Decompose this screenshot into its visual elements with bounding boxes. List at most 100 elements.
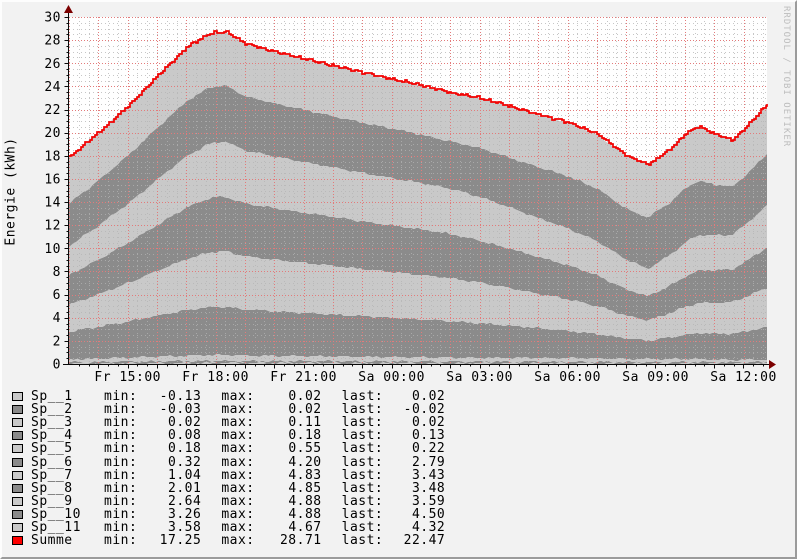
legend-min-value: -0.13 [159,389,202,405]
svg-text:8: 8 [53,265,61,280]
legend-last-key: last: [341,480,384,496]
legend-series-name: Sp__11 [31,520,81,534]
svg-text:Sa 03:00: Sa 03:00 [446,370,513,385]
legend-min-key: min: [104,441,138,457]
legend-series-name: Sp__2 [31,403,73,417]
legend-series-name: Sp__7 [31,468,73,482]
legend-max-key: max: [221,533,255,549]
legend-series-name: Sp__3 [31,416,73,430]
legend-min-value: 0.18 [168,441,202,457]
legend-swatch [12,392,23,402]
legend-last-key: last: [341,389,384,405]
legend-min-key: min: [104,454,138,470]
legend-series-name: Sp__1 [31,390,73,404]
legend-last-value: 0.22 [411,441,446,457]
legend-row: Sp__2 min: -0.03 max: 0.02 last: -0.02 [2,403,462,416]
legend-max-value: 4.83 [288,467,322,483]
svg-text:6: 6 [53,288,61,303]
legend-max-value: 4.67 [288,519,322,535]
legend-series-name: Sp__5 [31,442,73,456]
legend-swatch [12,522,23,532]
legend-max-key: max: [221,493,255,509]
legend-last-value: 3.48 [411,480,446,496]
svg-text:14: 14 [44,196,61,211]
y-axis-title: Energie (kWh) [3,137,19,246]
svg-text:26: 26 [44,57,61,72]
legend-max-key: max: [221,454,255,470]
legend-max-key: max: [221,402,255,418]
legend-last-key: last: [341,402,384,418]
legend-row: Sp__9 min: 2.64 max: 4.88 last: 3.59 [2,495,462,508]
legend-last-value: 0.13 [411,428,446,444]
legend-min-key: min: [104,402,138,418]
legend-min-value: 0.32 [168,454,202,470]
legend-last-value: -0.02 [403,402,446,418]
svg-text:Fr 18:00: Fr 18:00 [182,370,249,385]
legend-last-key: last: [341,441,384,457]
legend-last-value: 3.59 [411,493,446,509]
legend-min-value: 1.04 [168,467,202,483]
legend-min-value: 2.01 [168,480,202,496]
legend-last-key: last: [341,415,384,431]
svg-text:24: 24 [44,80,61,95]
legend-min-value: -0.03 [159,402,202,418]
svg-text:Fr 15:00: Fr 15:00 [94,370,161,385]
legend-max-value: 4.85 [288,480,322,496]
svg-text:12: 12 [44,219,61,234]
svg-text:0: 0 [53,358,61,373]
legend-swatch [12,470,23,480]
chart-legend: Sp__1 min: -0.13 max: 0.02 last: 0.02 Sp… [2,390,462,547]
legend-min-value: 3.58 [168,519,202,535]
legend-row: Sp__11 min: 3.58 max: 4.67 last: 4.32 [2,521,462,534]
legend-max-key: max: [221,441,255,457]
legend-max-key: max: [221,428,255,444]
legend-last-key: last: [341,519,384,535]
legend-last-value: 0.02 [411,415,446,431]
svg-text:16: 16 [44,172,61,187]
legend-last-value: 22.47 [403,533,446,549]
svg-text:18: 18 [44,149,61,164]
legend-min-key: min: [104,467,138,483]
legend-series-name: Sp__8 [31,481,73,495]
legend-row: Sp__5 min: 0.18 max: 0.55 last: 0.22 [2,442,462,455]
legend-min-value: 17.25 [159,533,202,549]
legend-last-value: 3.43 [411,467,446,483]
legend-max-value: 0.18 [288,428,322,444]
legend-swatch [12,536,23,546]
legend-last-key: last: [341,454,384,470]
legend-max-value: 0.02 [288,402,322,418]
svg-text:10: 10 [44,242,61,257]
legend-min-value: 3.26 [168,506,202,522]
legend-row: Sp__4 min: 0.08 max: 0.18 last: 0.13 [2,429,462,442]
legend-last-value: 2.79 [411,454,446,470]
legend-series-name: Summe [31,534,73,548]
legend-max-key: max: [221,467,255,483]
legend-max-key: max: [221,480,255,496]
legend-min-key: min: [104,428,138,444]
legend-row: Sp__10 min: 3.26 max: 4.88 last: 4.50 [2,508,462,521]
legend-min-value: 0.08 [168,428,202,444]
legend-min-key: min: [104,493,138,509]
legend-last-key: last: [341,493,384,509]
legend-swatch [12,444,23,454]
legend-swatch [12,509,23,519]
legend-series-name: Sp__4 [31,429,73,443]
legend-min-key: min: [104,506,138,522]
svg-text:28: 28 [44,34,61,49]
legend-series-name: Sp__10 [31,507,81,521]
legend-last-value: 4.50 [411,506,446,522]
legend-max-key: max: [221,389,255,405]
legend-row: Sp__3 min: 0.02 max: 0.11 last: 0.02 [2,416,462,429]
legend-row: Summe min: 17.25 max: 28.71 last: 22.47 [2,534,462,547]
svg-text:Sa 09:00: Sa 09:00 [622,370,689,385]
legend-max-value: 4.88 [288,506,322,522]
svg-text:Fr 21:00: Fr 21:00 [270,370,337,385]
svg-text:22: 22 [44,103,61,118]
svg-text:Sa 12:00: Sa 12:00 [710,370,777,385]
svg-text:2: 2 [53,334,61,349]
legend-series-name: Sp__6 [31,455,73,469]
legend-min-key: min: [104,480,138,496]
legend-row: Sp__1 min: -0.13 max: 0.02 last: 0.02 [2,390,462,403]
